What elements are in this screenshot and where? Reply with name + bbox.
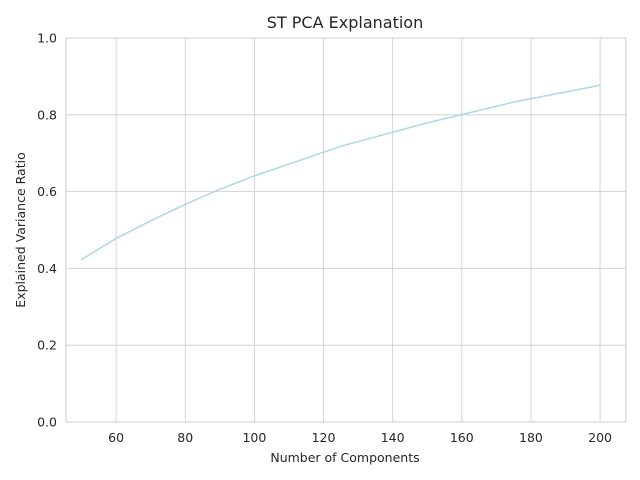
explained-variance-line xyxy=(80,84,601,261)
tick-labels: 60 80 100 120 140 160 180 200 0.0 0.2 0.4 0.6 0.8 1.0 xyxy=(37,31,612,446)
x-tick-label: 200 xyxy=(588,430,612,445)
chart-title: ST PCA Explanation xyxy=(267,13,423,32)
x-tick-label: 100 xyxy=(242,430,266,445)
y-axis-label: Explained Variance Ratio xyxy=(13,152,28,307)
plot-area-frame xyxy=(65,37,627,423)
y-tick-label: 0.4 xyxy=(37,261,57,276)
y-tick-label: 0.0 xyxy=(37,415,57,430)
x-tick-label: 60 xyxy=(108,430,124,445)
y-tick-label: 0.6 xyxy=(37,184,57,199)
y-tick-label: 0.8 xyxy=(37,107,57,122)
x-axis-label: Number of Components xyxy=(270,450,419,465)
x-tick-label: 180 xyxy=(519,430,543,445)
y-tick-label: 0.2 xyxy=(37,338,57,353)
x-tick-label: 120 xyxy=(312,430,336,445)
y-tick-label: 1.0 xyxy=(37,31,57,46)
x-tick-label: 80 xyxy=(177,430,193,445)
x-tick-label: 160 xyxy=(450,430,474,445)
x-tick-label: 140 xyxy=(381,430,405,445)
series-layer xyxy=(80,84,601,261)
